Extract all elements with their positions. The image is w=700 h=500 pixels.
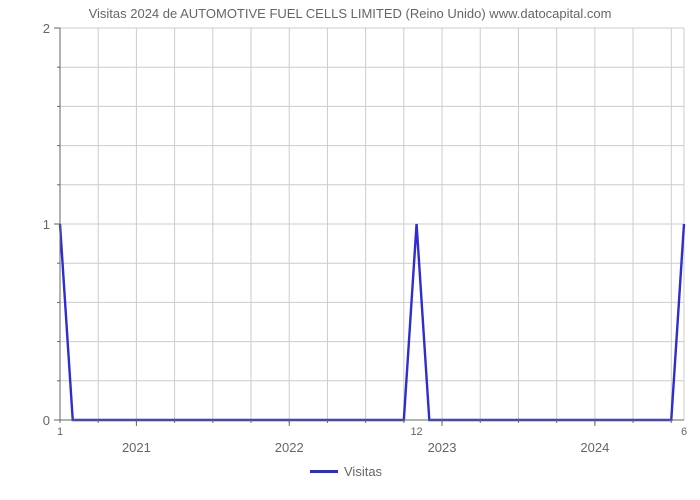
- x-year-label: 2022: [275, 440, 304, 455]
- x-minor-label: 6: [681, 426, 687, 438]
- x-year-label: 2024: [580, 440, 609, 455]
- y-tick-label: 1: [0, 217, 50, 232]
- x-year-label: 2023: [428, 440, 457, 455]
- x-minor-label: 12: [410, 426, 422, 438]
- legend-label: Visitas: [344, 464, 382, 479]
- y-tick-label: 0: [0, 413, 50, 428]
- x-year-label: 2021: [122, 440, 151, 455]
- chart-legend: Visitas: [310, 464, 382, 479]
- y-tick-label: 2: [0, 21, 50, 36]
- chart-plot: [0, 0, 700, 500]
- series-line: [60, 224, 684, 420]
- x-minor-label: 1: [57, 426, 63, 438]
- legend-swatch: [310, 470, 338, 473]
